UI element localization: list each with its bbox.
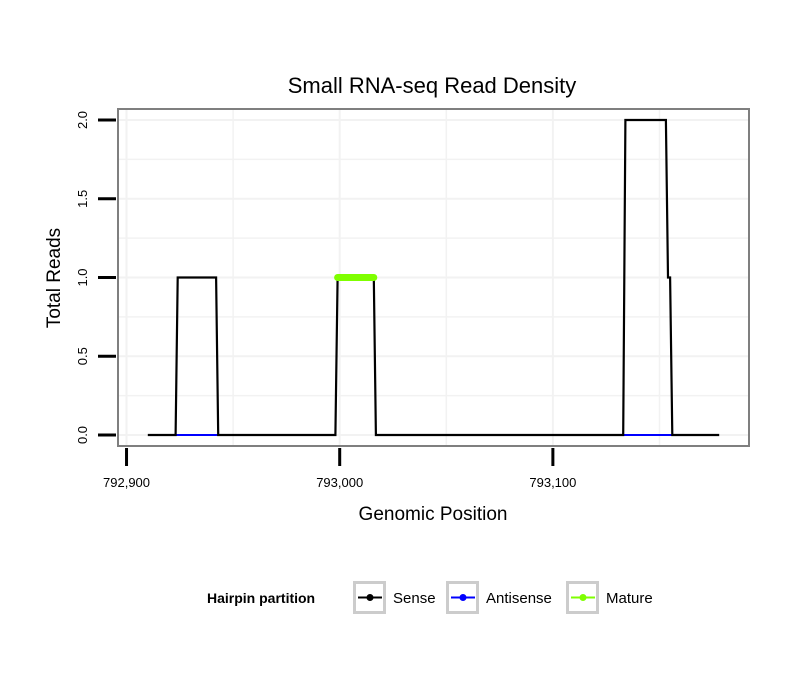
y-tick-label: 0.5 [75, 347, 90, 365]
legend-item-sense: Sense [353, 581, 436, 614]
legend: Hairpin partition Sense Antisense Mature [207, 581, 653, 614]
data-series [147, 118, 720, 437]
y-tick-label: 1.0 [75, 268, 90, 286]
x-tick-label: 793,000 [316, 475, 363, 490]
y-tick-label: 1.5 [75, 190, 90, 208]
x-tick-label: 793,100 [529, 475, 576, 490]
x-axis-title: Genomic Position [359, 504, 508, 525]
legend-item-mature: Mature [566, 581, 653, 614]
chart-title: Small RNA-seq Read Density [288, 73, 577, 98]
y-tick-label: 2.0 [75, 111, 90, 129]
legend-label: Antisense [486, 590, 552, 607]
y-tick-label: 0.0 [75, 426, 90, 444]
x-axis: 792,900 793,000 793,100 [103, 448, 576, 490]
y-axis: 0.0 0.5 1.0 1.5 2.0 [75, 111, 116, 444]
series-line-sense [147, 118, 720, 437]
legend-item-antisense: Antisense [446, 581, 552, 614]
legend-key-point [366, 594, 374, 601]
y-axis-title: Total Reads [44, 228, 65, 328]
legend-key-point [579, 594, 587, 601]
x-tick-label: 792,900 [103, 475, 150, 490]
plot-border [117, 108, 750, 447]
grid-lines [118, 109, 749, 446]
legend-label: Sense [393, 590, 436, 607]
legend-key-point [459, 594, 467, 601]
legend-label: Mature [606, 590, 653, 607]
legend-title: Hairpin partition [207, 590, 315, 606]
